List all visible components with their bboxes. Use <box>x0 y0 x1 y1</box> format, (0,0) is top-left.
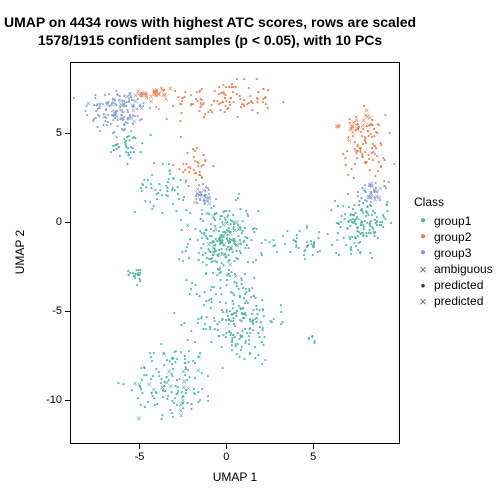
x-tick-mark <box>313 444 314 449</box>
y-tick-mark <box>65 133 70 134</box>
chart-title-line1: UMAP on 4434 rows with highest ATC score… <box>0 14 420 31</box>
legend-item: •predicted <box>414 277 493 293</box>
x-tick-label: 0 <box>223 451 229 463</box>
legend-swatch: ● <box>414 248 432 258</box>
legend: Class ●group1●group2●group3×ambiguous•pr… <box>414 195 493 309</box>
legend-title: Class <box>414 195 493 209</box>
chart-title-line2: 1578/1915 confident samples (p < 0.05), … <box>0 32 420 49</box>
legend-swatch: • <box>414 279 432 292</box>
legend-item: ●group2 <box>414 229 493 245</box>
y-tick-label: -5 <box>40 305 62 317</box>
y-tick-mark <box>65 222 70 223</box>
umap-scatter-chart: UMAP on 4434 rows with highest ATC score… <box>0 0 504 504</box>
x-tick-label: 5 <box>310 451 316 463</box>
y-axis-label: UMAP 2 <box>13 212 27 292</box>
x-axis-label: UMAP 1 <box>70 470 400 484</box>
y-tick-mark <box>65 311 70 312</box>
y-tick-label: -10 <box>40 394 62 406</box>
x-tick-label: -5 <box>135 451 145 463</box>
y-tick-mark <box>65 400 70 401</box>
legend-label: group3 <box>432 246 471 260</box>
legend-label: group2 <box>432 230 471 244</box>
legend-label: ambiguous <box>432 262 493 276</box>
legend-item: ●group3 <box>414 245 493 261</box>
legend-item: ×ambiguous <box>414 261 493 277</box>
legend-swatch: × <box>414 263 432 276</box>
y-tick-label: 0 <box>40 216 62 228</box>
x-tick-mark <box>226 444 227 449</box>
legend-label: predicted <box>432 294 483 308</box>
legend-item: ●group1 <box>414 213 493 229</box>
legend-label: predicted <box>432 278 483 292</box>
legend-swatch: ● <box>414 232 432 242</box>
plot-area <box>70 62 400 444</box>
legend-swatch: ● <box>414 216 432 226</box>
legend-label: group1 <box>432 214 471 228</box>
legend-swatch: × <box>414 295 432 308</box>
y-tick-label: 5 <box>40 127 62 139</box>
legend-item: ×predicted <box>414 293 493 309</box>
x-tick-mark <box>139 444 140 449</box>
